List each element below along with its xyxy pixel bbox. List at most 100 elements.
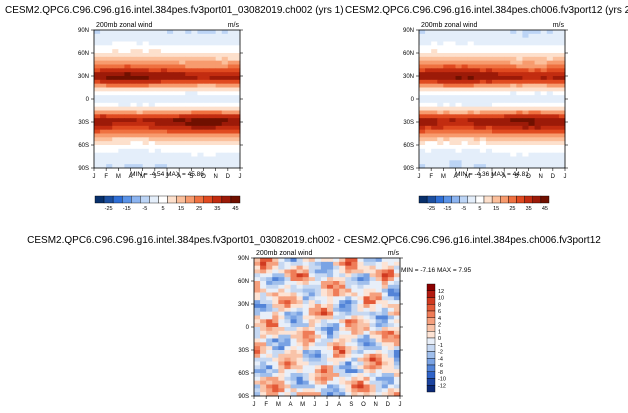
heatmap-cell: [260, 365, 267, 370]
heatmap-cell: [221, 148, 229, 154]
heatmap-cell: [504, 145, 511, 150]
heatmap-cell: [479, 83, 487, 88]
heatmap-cell: [479, 152, 487, 157]
heatmap-cell: [215, 87, 223, 92]
heatmap-cell: [381, 307, 389, 313]
heatmap-cell: [191, 106, 198, 111]
heatmap-cell: [209, 60, 217, 65]
heatmap-cell: [215, 164, 223, 169]
colorbar-label: -25: [105, 206, 113, 212]
heatmap-cell: [431, 56, 438, 62]
heatmap-cell: [167, 56, 174, 62]
heatmap-cell: [197, 106, 204, 111]
heatmap-cell: [272, 330, 279, 336]
heatmap-cell: [393, 350, 401, 355]
heatmap-cell: [154, 56, 162, 62]
heatmap-cell: [227, 118, 235, 123]
heatmap-cell: [106, 68, 113, 73]
heatmap-cell: [266, 373, 273, 378]
heatmap-cell: [142, 99, 150, 104]
heatmap-cell: [302, 342, 310, 347]
heatmap-cell: [314, 269, 322, 274]
heatmap-cell: [272, 277, 279, 282]
heatmap-cell: [185, 102, 192, 108]
heatmap-cell: [154, 68, 162, 73]
heatmap-cell: [425, 79, 432, 85]
heatmap-cell: [461, 145, 469, 150]
heatmap-cell: [191, 60, 198, 65]
heatmap-cell: [160, 72, 168, 77]
heatmap-cell: [167, 141, 174, 146]
heatmap-cell: [320, 265, 328, 270]
heatmap-cell: [209, 72, 217, 77]
heatmap-cell: [431, 145, 438, 150]
heatmap-cell: [357, 365, 364, 370]
heatmap-cell: [221, 79, 229, 85]
heatmap-cell: [227, 60, 235, 65]
colorbar-swatch: [426, 364, 436, 372]
heatmap-cell: [290, 300, 297, 305]
x-tick-label: N: [213, 174, 217, 180]
heatmap-cell: [185, 49, 192, 54]
heatmap-cell: [455, 76, 462, 81]
heatmap-cell: [443, 33, 450, 39]
heatmap-cell: [266, 380, 273, 385]
heatmap-cell: [314, 307, 322, 313]
heatmap-cell: [467, 30, 475, 35]
heatmap-cell: [233, 99, 241, 104]
heatmap-cell: [540, 41, 548, 46]
heatmap-cell: [278, 300, 285, 305]
heatmap-cell: [546, 37, 554, 42]
heatmap-cell: [455, 145, 462, 150]
heatmap-cell: [443, 60, 450, 65]
heatmap-cell: [227, 41, 235, 46]
heatmap-cell: [215, 160, 223, 165]
heatmap-cell: [455, 49, 462, 54]
heatmap-cell: [136, 95, 144, 100]
heatmap-cell: [302, 307, 310, 313]
heatmap-cell: [381, 369, 389, 374]
heatmap-cell: [419, 106, 426, 111]
heatmap-cell: [154, 45, 162, 50]
heatmap-cell: [314, 281, 322, 286]
heatmap-cell: [351, 369, 358, 374]
heatmap-cell: [167, 133, 174, 138]
heatmap-cell: [449, 164, 456, 169]
heatmap-cell: [94, 125, 101, 131]
heatmap-cell: [558, 114, 566, 119]
heatmap-cell: [437, 33, 444, 39]
heatmap-cell: [284, 338, 291, 343]
heatmap-cell: [118, 60, 125, 65]
heatmap-cell: [443, 56, 450, 62]
heatmap-cell: [197, 68, 204, 73]
heatmap-cell: [333, 334, 340, 339]
heatmap-cell: [284, 384, 291, 389]
heatmap-cell: [425, 129, 432, 134]
heatmap-cell: [221, 129, 229, 134]
heatmap-cell: [498, 102, 505, 108]
heatmap-cell: [272, 334, 279, 339]
heatmap-cell: [106, 60, 113, 65]
heatmap-cell: [272, 327, 279, 332]
heatmap-cell: [296, 361, 304, 366]
heatmap-cell: [431, 133, 438, 138]
heatmap-cell: [191, 64, 198, 69]
heatmap-cell: [215, 145, 223, 150]
heatmap-cell: [142, 37, 150, 42]
heatmap-cell: [510, 152, 517, 157]
x-tick-label: A: [337, 402, 341, 408]
heatmap-cell: [94, 110, 101, 115]
heatmap-cell: [455, 137, 462, 142]
heatmap-cell: [461, 148, 469, 154]
heatmap-cell: [203, 91, 210, 96]
heatmap-cell: [425, 99, 432, 104]
heatmap-cell: [534, 129, 542, 134]
heatmap-cell: [203, 41, 210, 46]
heatmap-cell: [357, 338, 364, 343]
heatmap-cell: [148, 45, 156, 50]
colorbar: -25 -15 -5 5 15 25 35 45: [418, 195, 550, 212]
heatmap-cell: [327, 369, 334, 374]
y-tick-label: 60N: [403, 51, 414, 57]
heatmap-cell: [455, 133, 462, 138]
heatmap-cell: [124, 102, 131, 108]
